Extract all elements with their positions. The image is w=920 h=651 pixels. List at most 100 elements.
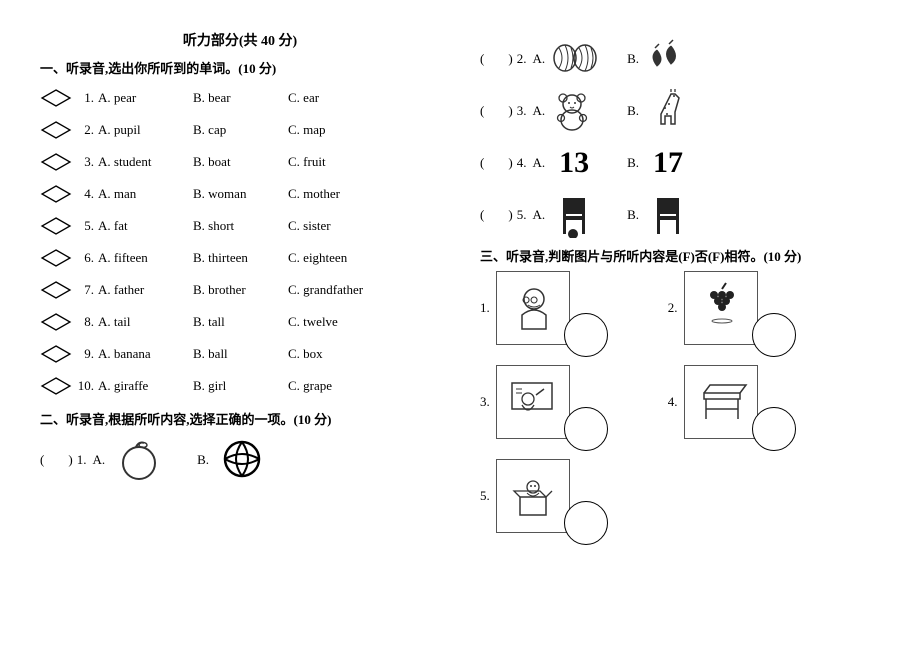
q1-option-b: B. bear — [193, 90, 288, 106]
paren-close: ) — [508, 51, 512, 67]
paren-close: ) — [68, 452, 72, 468]
answer-circle[interactable] — [564, 501, 608, 545]
answer-circle[interactable] — [752, 313, 796, 357]
number-13-icon: 13 — [551, 141, 597, 185]
answer-diamond-icon[interactable] — [40, 88, 60, 108]
q1-option-c: C. grape — [288, 378, 383, 394]
section3-item: 5. — [480, 459, 608, 533]
number-17-icon: 17 — [645, 141, 691, 185]
section1-row: 6.A. fifteenB. thirteenC. eighteen — [40, 243, 440, 273]
q2-label-a: A. — [532, 103, 545, 119]
q3-number: 3. — [480, 394, 490, 410]
section3-item: 1. — [480, 271, 608, 345]
worksheet-page: 听力部分(共 40 分) 一、听录音,选出你所听到的单词。(10 分) 1.A.… — [0, 0, 920, 553]
q1-option-b: B. woman — [193, 186, 288, 202]
teacher-icon — [496, 365, 570, 439]
q1-number: 3. — [72, 154, 94, 170]
q1-number: 7. — [72, 282, 94, 298]
q2-number: 2. — [517, 51, 527, 67]
section3-item: 4. — [668, 365, 796, 439]
answer-diamond-icon[interactable] — [40, 312, 60, 332]
paren-close: ) — [508, 103, 512, 119]
section1-row: 7.A. fatherB. brotherC. grandfather — [40, 275, 440, 305]
q1-number: 4. — [72, 186, 94, 202]
q1-option-a: A. tail — [98, 314, 193, 330]
q1-number: 9. — [72, 346, 94, 362]
q2-number: 3. — [517, 103, 527, 119]
q1-option-a: A. fifteen — [98, 250, 193, 266]
q1-option-b: B. ball — [193, 346, 288, 362]
q1-number: 2. — [72, 122, 94, 138]
q3-number: 4. — [668, 394, 678, 410]
q3-number: 2. — [668, 300, 678, 316]
answer-diamond-icon[interactable] — [40, 344, 60, 364]
q2-number: 4. — [517, 155, 527, 171]
answer-diamond-icon[interactable] — [40, 184, 60, 204]
watermelons-icon — [551, 37, 597, 81]
paren-close: ) — [508, 155, 512, 171]
paren-close: ) — [508, 207, 512, 223]
answer-diamond-icon[interactable] — [40, 280, 60, 300]
section1-list: 1.A. pearB. bearC. ear2.A. pupilB. capC.… — [40, 83, 440, 401]
section2-item: ()4.A.13B.17 — [480, 140, 880, 186]
chair-icon — [645, 193, 691, 237]
answer-diamond-icon[interactable] — [40, 216, 60, 236]
strawberries-icon — [645, 37, 691, 81]
q2-label-a: A. — [532, 155, 545, 171]
q1-number: 8. — [72, 314, 94, 330]
answer-circle[interactable] — [564, 407, 608, 451]
q1-option-a: A. pear — [98, 90, 193, 106]
answer-diamond-icon[interactable] — [40, 152, 60, 172]
answer-diamond-icon[interactable] — [40, 248, 60, 268]
paren-open: ( — [480, 51, 484, 67]
answer-diamond-icon[interactable] — [40, 120, 60, 140]
q1-option-a: A. man — [98, 186, 193, 202]
q1-option-b: B. thirteen — [193, 250, 288, 266]
q1-option-c: C. ear — [288, 90, 383, 106]
section2-item: ()5.A.B. — [480, 192, 880, 238]
answer-diamond-icon[interactable] — [40, 376, 60, 396]
q1-number: 6. — [72, 250, 94, 266]
section3-title: 三、听录音,判断图片与所听内容是(F)否(F)相符。(10 分) — [480, 246, 880, 265]
grandpa-icon — [496, 271, 570, 345]
q2-number: 1. — [77, 452, 87, 468]
q2-label-b: B. — [627, 51, 639, 67]
q2-label-a: A. — [92, 452, 105, 468]
listening-header: 听力部分(共 40 分) — [40, 30, 440, 50]
q1-option-a: A. fat — [98, 218, 193, 234]
section1-row: 8.A. tailB. tallC. twelve — [40, 307, 440, 337]
q1-option-a: A. giraffe — [98, 378, 193, 394]
section3-grid: 1. 2. 3. 4. 5. — [480, 271, 880, 533]
section2-item: ()2.A.B. — [480, 36, 880, 82]
q1-option-b: B. girl — [193, 378, 288, 394]
section3-item: 2. — [668, 271, 796, 345]
q1-option-c: C. sister — [288, 218, 383, 234]
box-toy-icon — [496, 459, 570, 533]
section1-row: 3.A. studentB. boatC. fruit — [40, 147, 440, 177]
orange-icon — [111, 434, 167, 486]
answer-circle[interactable] — [564, 313, 608, 357]
section1-row: 1.A. pearB. bearC. ear — [40, 83, 440, 113]
desk-icon — [684, 365, 758, 439]
answer-circle[interactable] — [752, 407, 796, 451]
q1-number: 10. — [72, 378, 94, 394]
q1-option-b: B. tall — [193, 314, 288, 330]
paren-open: ( — [40, 452, 44, 468]
section1-row: 10.A. giraffeB. girlC. grape — [40, 371, 440, 401]
teddy-icon — [551, 89, 597, 133]
q1-option-c: C. fruit — [288, 154, 383, 170]
q1-option-a: A. pupil — [98, 122, 193, 138]
q1-option-b: B. brother — [193, 282, 288, 298]
section1-row: 4.A. manB. womanC. mother — [40, 179, 440, 209]
section1-row: 9.A. bananaB. ballC. box — [40, 339, 440, 369]
q1-number: 5. — [72, 218, 94, 234]
q2-label-b: B. — [627, 103, 639, 119]
q1-option-c: C. box — [288, 346, 383, 362]
q2-label-b: B. — [627, 207, 639, 223]
q1-option-a: A. banana — [98, 346, 193, 362]
paren-open: ( — [480, 155, 484, 171]
q1-option-c: C. map — [288, 122, 383, 138]
q1-option-a: A. father — [98, 282, 193, 298]
ball-icon — [215, 434, 271, 486]
section1-title: 一、听录音,选出你所听到的单词。(10 分) — [40, 58, 440, 77]
